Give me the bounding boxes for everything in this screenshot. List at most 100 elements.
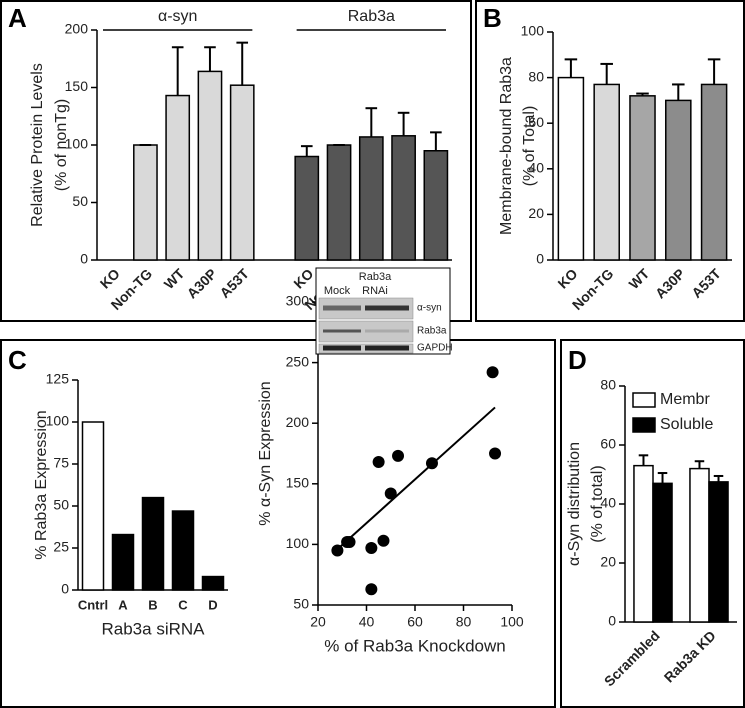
- error-bar: [636, 92, 649, 96]
- x-tick-label: Cntrl: [78, 597, 108, 612]
- y-tick-label: 0: [536, 251, 544, 267]
- blot-band: [323, 345, 361, 351]
- x-tick-label: A53T: [688, 265, 724, 301]
- bar: [326, 144, 352, 261]
- x-tick-label: A: [118, 597, 128, 612]
- point: [343, 535, 356, 548]
- point: [486, 366, 499, 379]
- x-tick-label: B: [148, 597, 157, 612]
- y-tick-label: 80: [600, 377, 616, 393]
- x-tick-label: KO: [97, 265, 123, 291]
- panel-c-frame: [0, 339, 556, 708]
- x-tick-label: Scrambled: [601, 627, 663, 689]
- x-tick-label: 100: [500, 614, 524, 630]
- y-tick-label: 50: [72, 193, 88, 209]
- y-tick-label: 250: [286, 353, 310, 369]
- x-tick-label: D: [208, 597, 217, 612]
- error-bar: [430, 131, 442, 151]
- bar: [81, 421, 105, 591]
- x-tick-label: A53T: [216, 265, 252, 301]
- group-label: α-syn: [158, 8, 197, 25]
- x-tick-label: WT: [161, 265, 188, 292]
- legend-label: Membr: [660, 391, 710, 408]
- error-bar: [713, 474, 724, 482]
- panel-letter: D: [568, 345, 587, 375]
- y-axis-label: (% of nonTg): [53, 99, 70, 191]
- y-tick-label: 0: [80, 251, 88, 267]
- point: [365, 542, 378, 555]
- y-axis-label: (% of Total): [521, 106, 538, 187]
- y-tick-label: 200: [65, 21, 89, 37]
- y-tick-label: 20: [600, 554, 616, 570]
- x-tick-label: KO: [290, 265, 316, 291]
- bar: [391, 135, 416, 261]
- bar: [229, 84, 255, 261]
- x-axis-label: Rab3a siRNA: [102, 619, 206, 638]
- inset-lane: Mock: [324, 285, 351, 297]
- blot-band: [365, 329, 409, 333]
- bar: [700, 83, 728, 261]
- y-tick-label: 50: [293, 596, 309, 612]
- inset-lane: RNAi: [362, 285, 388, 297]
- x-tick-label: KO: [554, 265, 580, 291]
- bar: [165, 94, 191, 261]
- bar: [665, 99, 692, 261]
- inset-row-label: Rab3a: [417, 326, 447, 337]
- y-tick-label: 100: [65, 136, 89, 152]
- point: [377, 534, 390, 547]
- y-tick-label: 200: [286, 414, 310, 430]
- error-bar: [672, 83, 685, 101]
- bar: [141, 496, 165, 591]
- x-tick-label: A30P: [652, 265, 688, 301]
- y-axis-label: Relative Protein Levels: [29, 63, 46, 227]
- inset-row-label: α-syn: [417, 303, 442, 314]
- y-axis-label: % α-Syn Expression: [257, 381, 274, 525]
- y-tick-label: 125: [46, 371, 70, 387]
- y-tick-label: 100: [286, 535, 310, 551]
- inset-header: Rab3a: [359, 271, 392, 283]
- y-axis-label: (% of total): [589, 465, 606, 542]
- bar: [294, 155, 320, 261]
- bar: [593, 83, 620, 261]
- x-tick-label: 60: [407, 614, 423, 630]
- error-bar: [564, 58, 578, 78]
- bar: [708, 481, 729, 623]
- trend-line: [336, 406, 496, 550]
- blot-band: [323, 305, 361, 311]
- bar: [629, 95, 656, 261]
- y-tick-label: 25: [53, 539, 69, 555]
- y-axis-label: % Rab3a Expression: [33, 410, 50, 559]
- blot-band: [365, 305, 409, 311]
- error-bar: [657, 472, 668, 484]
- y-tick-label: 60: [600, 436, 616, 452]
- y-tick-label: 300: [286, 293, 310, 309]
- bar: [557, 76, 585, 261]
- y-tick-label: 0: [608, 613, 616, 629]
- x-tick-label: 20: [310, 614, 326, 630]
- y-axis-label: α-Syn distribution: [566, 442, 583, 566]
- error-bar: [236, 41, 249, 86]
- y-tick-label: 150: [286, 475, 310, 491]
- error-bar: [707, 58, 721, 85]
- point: [372, 455, 385, 468]
- legend-swatch: [632, 392, 656, 408]
- bar: [689, 467, 710, 623]
- y-tick-label: 150: [65, 78, 89, 94]
- panel-letter: A: [8, 3, 27, 33]
- y-tick-label: 0: [61, 581, 69, 597]
- bar: [423, 150, 449, 261]
- y-tick-label: 20: [528, 205, 544, 221]
- panel-d-frame: [560, 339, 745, 708]
- y-tick-label: 40: [528, 160, 544, 176]
- y-tick-label: 50: [53, 497, 69, 513]
- bar: [358, 136, 384, 261]
- y-tick-label: 75: [53, 455, 69, 471]
- bar: [652, 482, 673, 623]
- x-tick-label: 40: [359, 614, 375, 630]
- bar: [171, 510, 195, 591]
- group-label: Rab3a: [348, 8, 395, 25]
- x-axis-label: % of Rab3a Knockdown: [324, 636, 505, 655]
- y-tick-label: 100: [46, 413, 70, 429]
- point: [365, 583, 378, 596]
